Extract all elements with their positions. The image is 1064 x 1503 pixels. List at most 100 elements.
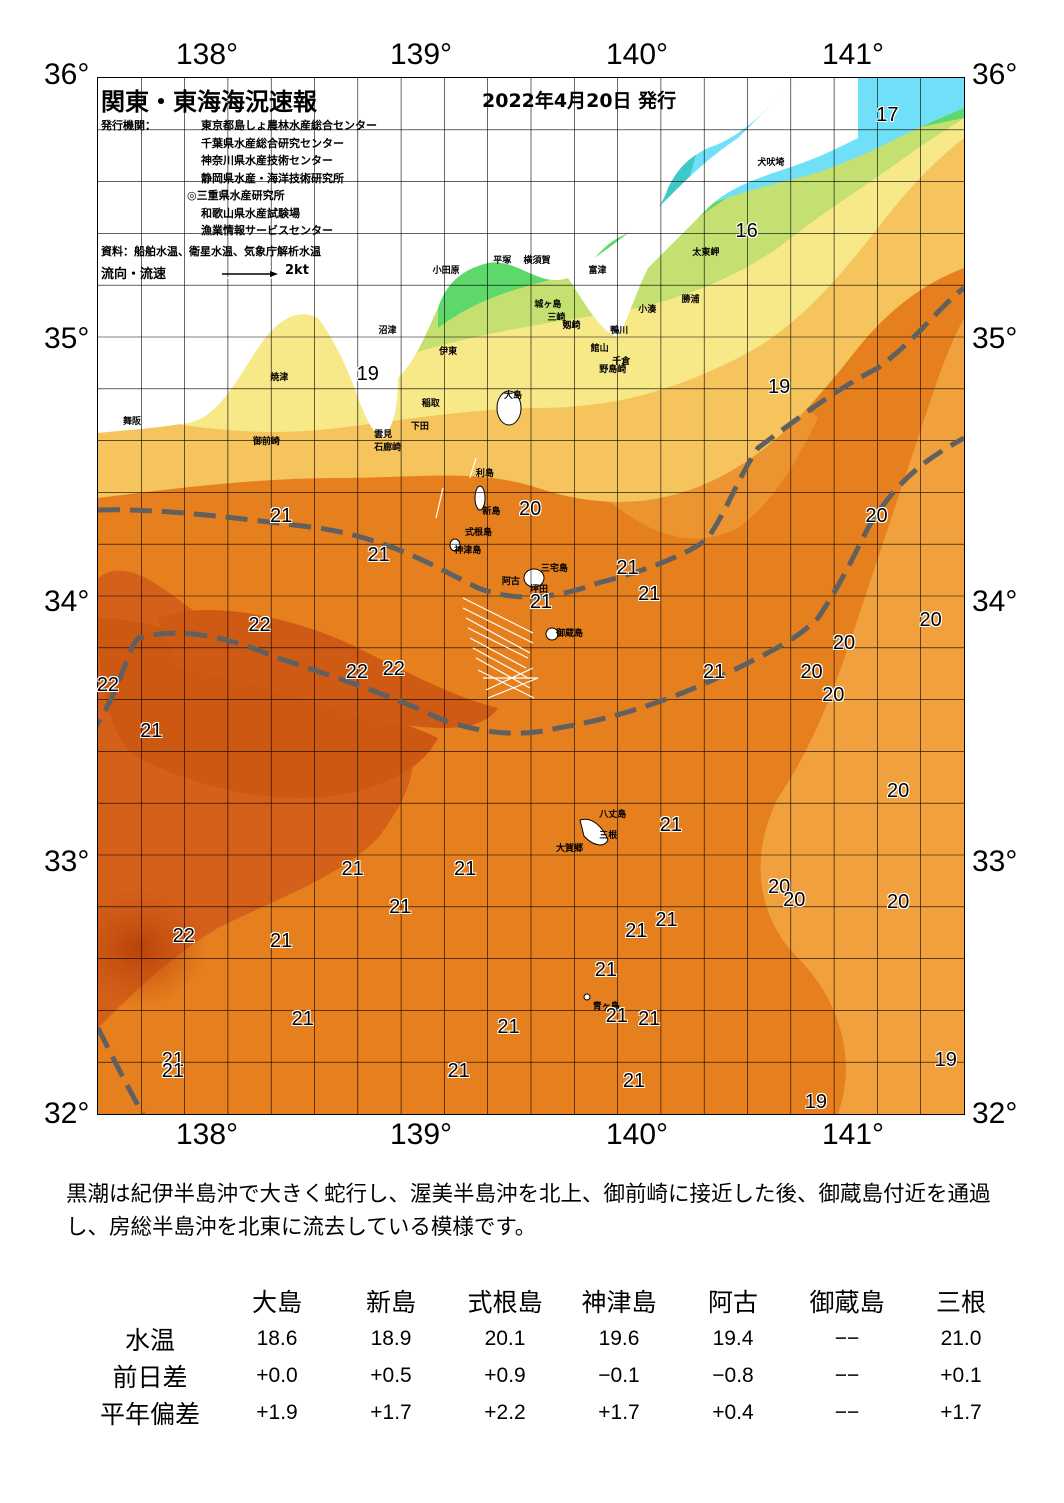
station-header: 大島 <box>251 1288 302 1317</box>
lon-label-140-top: 140° <box>606 38 669 71</box>
temperature-label: 20 <box>919 608 942 631</box>
table-cell: +0.5 <box>370 1363 412 1387</box>
lat-lon-grid <box>98 78 964 1114</box>
lon-label-138-bottom: 138° <box>176 1118 239 1151</box>
issuer-block: 発行機関： 東京都島しょ農林水産総合センター 千葉県水産総合研究センター 神奈川県… <box>101 117 377 240</box>
current-vectors <box>224 267 539 699</box>
kuroshio-axis-main <box>98 435 964 736</box>
issuer-label: 発行機関： <box>101 119 156 132</box>
table-cell: −− <box>834 1363 860 1387</box>
issuer-item: ◎三重県水産研究所 <box>187 189 285 202</box>
issuer-item: 神奈川県水産技術センター <box>201 154 333 167</box>
temperature-label: 21 <box>140 720 163 743</box>
table-cell: 18.6 <box>256 1326 298 1350</box>
place-label: 平塚 <box>493 256 512 267</box>
temperature-label: 21 <box>529 590 553 613</box>
temperature-label: 20 <box>887 779 910 802</box>
temperature-label: 22 <box>345 660 369 683</box>
temperature-label: 19 <box>934 1049 957 1072</box>
temperature-label: 19 <box>804 1090 828 1113</box>
table-row: 前日差 +0.0 +0.5 +0.9 −0.1 −0.8 −− +0.1 <box>80 1357 1018 1394</box>
current-arrow <box>467 627 529 659</box>
lat-label-35-right: 35° <box>972 322 1018 355</box>
place-label: 沼津 <box>378 326 397 337</box>
place-label: 三宅島 <box>540 564 568 575</box>
station-header: 御蔵島 <box>809 1288 885 1317</box>
table-cell: +0.0 <box>256 1363 298 1387</box>
lat-label-32-left: 32° <box>44 1097 90 1130</box>
place-label: 富津 <box>588 266 607 277</box>
table-cell: 19.4 <box>712 1326 754 1350</box>
table-cell: −− <box>834 1400 860 1424</box>
lon-label-140-bottom: 140° <box>606 1118 669 1151</box>
island-kozushima <box>449 538 461 552</box>
place-label: 焼津 <box>270 372 289 383</box>
place-label: 野島崎 <box>599 364 627 375</box>
temperature-label: 19 <box>767 375 791 398</box>
place-label: 三崎 <box>547 313 566 324</box>
temperature-label: 21 <box>161 1059 185 1082</box>
place-label: 御蔵島 <box>555 629 583 640</box>
place-label: 雲見 <box>374 429 393 440</box>
table-cell: +1.7 <box>598 1400 640 1424</box>
lat-label-33-right: 33° <box>972 845 1018 878</box>
lat-label-35-left: 35° <box>44 322 90 355</box>
kuroshio-axis-southwest <box>98 1026 146 1114</box>
place-label: 新島 <box>482 507 501 518</box>
table-cell: −− <box>834 1326 860 1350</box>
table-cell: 19.6 <box>598 1326 640 1350</box>
temperature-label: 21 <box>638 1007 661 1030</box>
table-cell: −0.8 <box>712 1363 754 1387</box>
lon-label-139-top: 139° <box>390 38 453 71</box>
table-cell: +1.7 <box>940 1400 982 1424</box>
place-label: 鴨川 <box>610 326 629 337</box>
temperature-label: 21 <box>625 919 648 942</box>
temperature-label: 20 <box>832 632 856 655</box>
place-label: 神津島 <box>454 546 482 557</box>
current-arrow <box>472 647 529 679</box>
temperature-label: 16 <box>735 220 758 243</box>
temperature-label: 22 <box>382 658 405 681</box>
table-cell: +0.9 <box>484 1363 526 1387</box>
temperature-label: 21 <box>291 1007 314 1030</box>
issuer-item: 千葉県水産総合研究センター <box>201 136 344 150</box>
place-label: 式根島 <box>465 528 493 539</box>
issuer-item: 和歌山県水産試験場 <box>201 206 300 220</box>
table-cell: +1.7 <box>370 1400 412 1424</box>
island-mikura <box>545 627 559 641</box>
current-arrow <box>477 669 535 699</box>
station-header: 三根 <box>935 1288 986 1317</box>
island-oshima <box>496 390 522 426</box>
temperature-label: 21 <box>616 557 639 580</box>
issuer-item: 漁業情報サービスセンター <box>201 224 333 237</box>
place-label: 下田 <box>410 421 429 432</box>
temperature-label: 20 <box>519 497 542 520</box>
station-header: 神津島 <box>581 1288 657 1317</box>
place-label: 利島 <box>475 468 494 479</box>
current-arrow <box>469 457 477 479</box>
table-corner <box>80 1282 220 1320</box>
temperature-label: 21 <box>655 909 678 932</box>
table-cell: 20.1 <box>484 1326 526 1350</box>
data-source: 資料：船舶水温、衛星水温、気象庁解析水温 <box>101 245 321 258</box>
current-arrow <box>469 637 527 669</box>
lat-label-33-left: 33° <box>44 845 90 878</box>
lon-label-141-top: 141° <box>822 38 885 71</box>
temperature-label: 21 <box>447 1059 470 1082</box>
issuer-item: 静岡県水産・海洋技術研究所 <box>201 171 344 185</box>
temperature-label: 17 <box>876 103 899 126</box>
current-arrow <box>435 487 444 519</box>
current-arrow <box>475 657 531 689</box>
current-arrow <box>465 617 531 654</box>
row-label: 水温 <box>124 1325 175 1355</box>
flow-legend-arrow <box>222 271 278 277</box>
temperature-label: 19 <box>356 362 379 385</box>
current-arrow <box>462 597 534 634</box>
temperature-label: 21 <box>341 857 364 880</box>
place-label: 阿古 <box>501 577 520 588</box>
place-label: 石廊崎 <box>374 442 402 453</box>
place-label: 剱崎 <box>562 320 581 331</box>
current-arrow <box>252 267 264 279</box>
temperature-label: 21 <box>594 958 618 981</box>
island-miyake <box>523 568 545 588</box>
